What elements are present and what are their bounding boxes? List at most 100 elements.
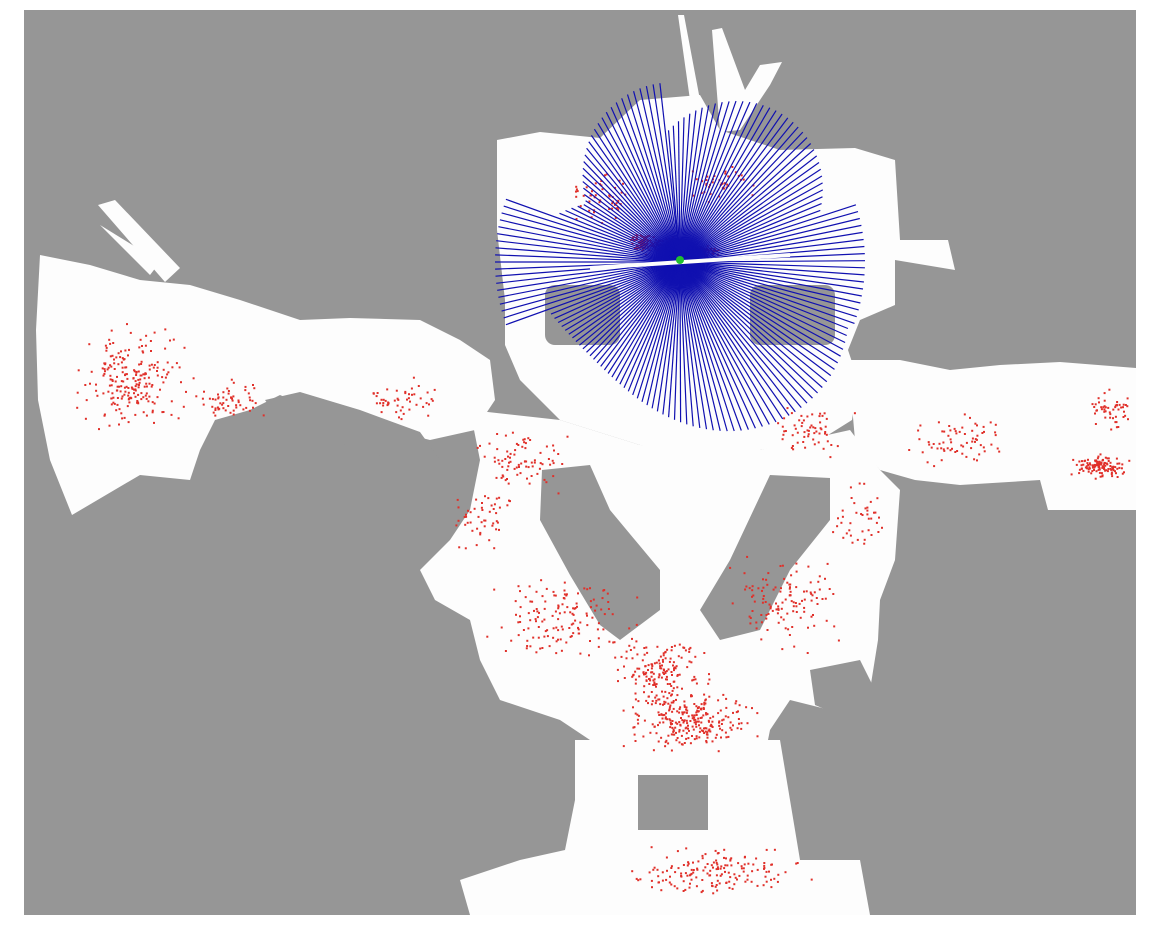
particle	[777, 608, 780, 611]
particle	[1092, 465, 1095, 468]
particle	[672, 700, 675, 702]
particle	[1104, 410, 1107, 413]
particle	[483, 525, 486, 528]
laser-beam	[503, 261, 681, 319]
particle	[475, 544, 478, 547]
particle	[858, 482, 861, 485]
particle	[697, 720, 700, 723]
particle	[715, 733, 718, 736]
laser-beam	[568, 261, 681, 335]
particle	[926, 461, 929, 464]
particle	[544, 630, 547, 633]
particle	[812, 426, 815, 429]
particle	[639, 234, 642, 237]
particle	[1083, 460, 1086, 463]
particle	[1120, 406, 1123, 409]
particle	[709, 869, 712, 872]
particle	[724, 172, 727, 175]
particle	[109, 342, 112, 345]
particle	[809, 591, 812, 594]
particle	[481, 509, 484, 511]
particle	[524, 447, 527, 450]
particle	[795, 605, 798, 608]
particle	[705, 727, 708, 730]
particle	[661, 658, 664, 661]
particle	[125, 385, 128, 388]
particle	[990, 443, 993, 446]
particle	[708, 874, 711, 877]
particle	[664, 650, 667, 653]
particle	[1099, 461, 1102, 464]
particle	[681, 713, 684, 716]
particle	[733, 873, 736, 876]
particle	[426, 391, 429, 394]
particle	[115, 356, 118, 359]
particle	[1088, 467, 1091, 470]
particle	[687, 727, 689, 730]
laser-beam	[679, 155, 818, 263]
particle	[479, 444, 481, 447]
particle	[742, 870, 745, 873]
particle	[676, 887, 679, 890]
particle	[954, 451, 957, 453]
particle	[715, 859, 718, 862]
laser-beam	[626, 94, 681, 263]
particle	[745, 585, 748, 588]
particle	[538, 467, 541, 470]
particle	[614, 656, 617, 659]
particle	[763, 864, 766, 867]
particle	[395, 411, 398, 414]
particle	[805, 590, 808, 593]
particle	[560, 625, 563, 628]
particle	[517, 463, 520, 466]
particle	[730, 728, 733, 731]
particle	[543, 607, 546, 610]
free-region-left-fan	[36, 255, 495, 515]
particle	[670, 865, 673, 868]
particle	[120, 361, 123, 364]
particle	[108, 338, 111, 341]
particle	[768, 603, 771, 606]
particle	[597, 645, 600, 648]
laser-beam	[561, 261, 681, 328]
particle	[657, 881, 660, 884]
particle	[121, 366, 124, 369]
particle	[783, 417, 786, 420]
particle	[700, 703, 703, 706]
particle	[976, 459, 978, 462]
particle	[958, 430, 961, 433]
particle	[795, 586, 798, 589]
particle	[1114, 415, 1117, 418]
particle	[116, 403, 119, 406]
particle	[658, 714, 661, 716]
particle	[533, 459, 536, 462]
particle	[786, 612, 789, 615]
particle	[707, 682, 710, 685]
particle	[604, 174, 606, 177]
particle	[685, 711, 688, 714]
particle	[770, 886, 773, 889]
particle	[813, 624, 816, 627]
particle	[227, 390, 230, 392]
particle	[652, 868, 655, 871]
particle	[586, 624, 589, 627]
particle	[776, 880, 779, 883]
particle	[84, 417, 87, 420]
particle	[631, 236, 634, 239]
laser-beam	[679, 261, 828, 383]
particle	[699, 717, 702, 719]
particle	[1121, 463, 1124, 466]
particle	[635, 623, 638, 626]
particle	[650, 671, 653, 674]
particle	[578, 632, 581, 635]
particle	[156, 370, 158, 372]
particle	[994, 423, 997, 426]
particle	[729, 859, 732, 862]
particle	[667, 734, 670, 737]
particle	[1094, 477, 1097, 480]
particle	[536, 472, 539, 475]
particle	[134, 413, 137, 416]
particle	[989, 421, 992, 424]
